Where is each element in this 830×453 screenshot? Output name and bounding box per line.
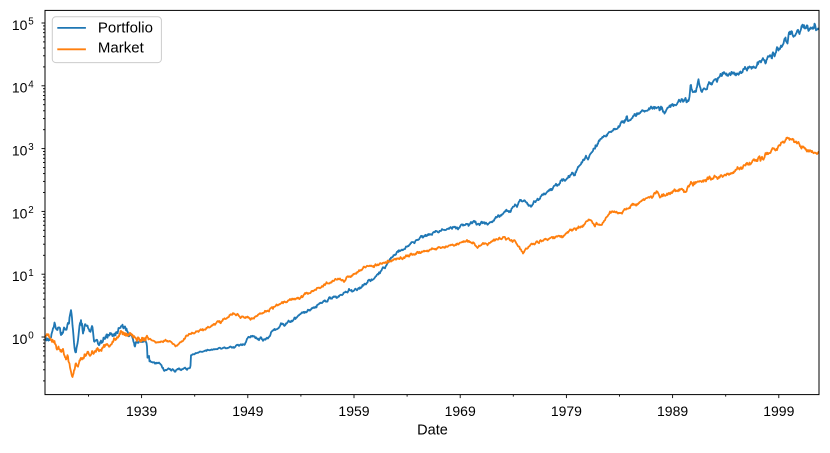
svg-text:3: 3 (28, 142, 34, 153)
svg-text:2: 2 (28, 205, 33, 216)
svg-text:0: 0 (28, 331, 34, 342)
svg-text:1949: 1949 (232, 403, 263, 419)
svg-text:1979: 1979 (551, 403, 582, 419)
svg-text:Market: Market (98, 40, 145, 57)
svg-text:1: 1 (28, 268, 33, 279)
svg-text:1989: 1989 (657, 403, 688, 419)
svg-text:1959: 1959 (338, 403, 369, 419)
svg-text:10: 10 (12, 17, 28, 33)
svg-text:10: 10 (12, 143, 28, 159)
svg-text:1939: 1939 (126, 403, 157, 419)
svg-text:Date: Date (417, 423, 448, 439)
svg-text:10: 10 (12, 331, 28, 347)
svg-text:4: 4 (28, 79, 34, 90)
svg-text:5: 5 (28, 17, 34, 28)
svg-text:10: 10 (12, 80, 28, 96)
svg-text:10: 10 (12, 205, 28, 221)
svg-text:1969: 1969 (445, 403, 476, 419)
svg-text:10: 10 (12, 268, 28, 284)
svg-text:Portfolio: Portfolio (98, 19, 153, 36)
svg-text:1999: 1999 (763, 403, 794, 419)
